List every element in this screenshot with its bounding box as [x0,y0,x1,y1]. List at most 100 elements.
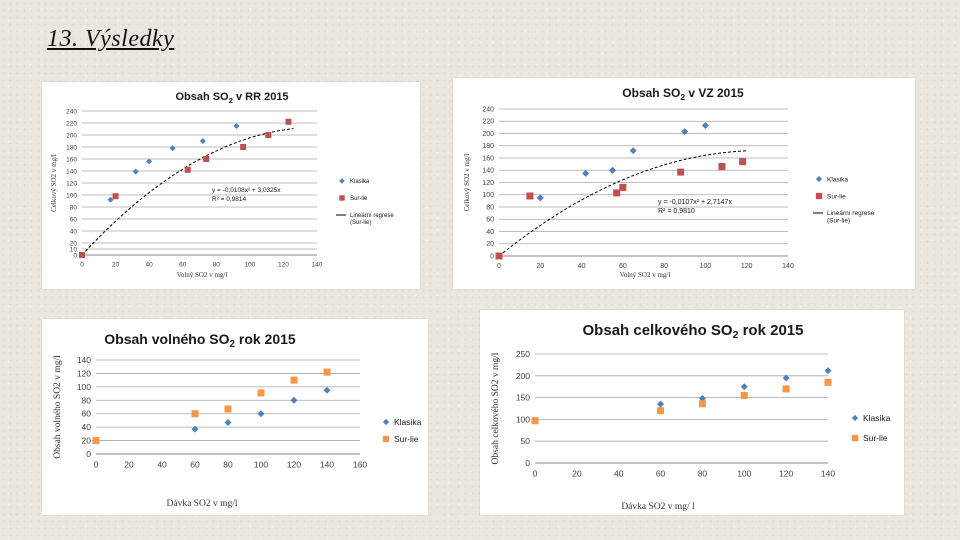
x-tick-label: 140 [320,460,334,470]
data-point [701,122,709,130]
x-tick-label: 0 [533,469,538,479]
y-tick-label: 180 [482,143,494,150]
chart-panel-rr-2015: 0 10 20 40 60 80 100 120 140 160 180 200 220 240 0 20 40… [42,82,420,289]
data-point [184,166,191,173]
x-tick-label: 60 [619,263,627,270]
y-tick-label: 0 [525,458,530,468]
chart-volny-so2-2015: 0 20 40 60 80 100 120 140 0 20 40 60 80 100 120 140 160 O… [53,331,422,509]
x-tick-label: 100 [254,460,268,470]
data-point [92,437,100,445]
y-tick-label: 200 [66,132,77,139]
data-point [740,383,748,391]
legend-label: Klasika [863,413,891,423]
chart-title: Obsah celkového SO2 rok 2015 [583,322,804,341]
data-point [169,145,176,152]
x-tick-label: 60 [656,469,666,479]
trendline [81,128,294,256]
y-tick-label: 80 [70,204,78,211]
x-tick-label: 80 [660,263,668,270]
x-tick-label: 120 [741,263,753,270]
y-tick-label: 100 [77,382,91,392]
y-tick-label: 140 [66,168,77,175]
y-tick-label: 150 [516,393,530,403]
y-tick-label: 160 [482,155,494,162]
x-tick-label: 20 [536,263,544,270]
x-tick-label: 0 [80,262,84,269]
data-point [782,374,790,382]
trendline-r-squared: R² = 0,9810 [658,208,695,215]
x-axis-label: Volný SO2 v mg/l [177,271,228,279]
data-point [629,147,637,155]
chart-title-subscript: 2 [230,339,236,350]
y-tick-label: 120 [482,180,494,187]
y-tick-label: 140 [482,168,494,175]
legend-label-line: (Sur-lie) [827,218,850,225]
data-point [824,378,832,386]
y-tick-label: 200 [516,371,530,381]
data-point [619,183,627,191]
chart-title-subscript: 2 [229,96,233,105]
y-tick-label: 240 [66,108,77,115]
chart-title: Obsah volného SO2 rok 2015 [104,331,296,350]
data-point [323,368,331,376]
legend-label: Lineární regrese (Sur-lie) [350,213,394,226]
data-point [199,138,206,144]
x-tick-label: 0 [94,460,99,470]
gridlines [82,110,317,256]
chart-title-subscript: 2 [733,329,739,341]
chart-title-rest: rok 2015 [235,331,296,347]
x-tick-label: 80 [698,469,708,479]
data-point [609,166,617,174]
y-tick-label: 100 [482,192,494,199]
x-tick-label: 40 [146,262,154,269]
y-axis-label: Obsah volného SO2 v mg/l [53,355,63,459]
x-axis-label: Dávka SO2 v mg/ l [621,502,695,512]
legend-label: Klasika [350,179,370,185]
data-point [536,194,544,202]
data-point [290,376,298,384]
y-tick-label: 100 [66,192,77,199]
data-point [191,425,199,433]
legend-marker [851,434,859,442]
data-point [526,192,534,200]
x-tick-label: 140 [782,263,794,270]
legend-marker [815,175,823,183]
y-tick-label: 120 [77,368,91,378]
chart-title: Obsah SO2 v VZ 2015 [622,86,744,102]
legend-label: Sur-lie [827,193,846,200]
legend-marker [815,192,823,200]
y-tick-label: 0 [86,449,91,459]
data-point [107,196,114,203]
trendline-r-squared: R² = 0,9814 [212,196,247,203]
data-point [677,168,685,176]
trendline [498,150,747,257]
data-point [698,400,706,408]
legend-label: Sur-lie [350,196,368,202]
data-point [782,385,790,393]
series-sur-lie [531,378,832,425]
data-point [285,118,292,125]
chart-title-rest: v RR 2015 [233,91,289,103]
data-point [718,163,726,171]
trendline-equation: y = -0,0107x² + 2,7147x [658,199,732,206]
data-point [657,407,665,415]
chart-vz-2015: 0 20 40 60 80 100 120 140 160 180 200 220 240 0 20 40 60… [463,86,875,279]
x-tick-label: 100 [737,469,751,479]
data-point [531,417,539,425]
chart-panel-vz-2015: 0 20 40 60 80 100 120 140 160 180 200 220 240 0 20 40 60… [453,78,915,289]
x-tick-label: 80 [223,460,233,470]
y-tick-label: 20 [70,240,78,247]
data-point [224,405,232,413]
data-point [290,396,298,404]
series-klasika [536,122,709,202]
data-point [257,389,265,397]
chart-panel-volny-so2-2015: 0 20 40 60 80 100 120 140 0 20 40 60 80 100 120 140 160 O… [42,319,428,515]
y-tick-label: 100 [516,414,530,424]
x-tick-label: 100 [700,263,712,270]
data-point [582,169,590,177]
chart-celkovy-so2-2015: 0 50 100 150 200 250 0 20 40 60 80 100 120 140 Obsah c… [491,322,891,512]
legend-marker [382,435,390,443]
x-tick-label: 100 [244,262,255,269]
y-tick-label: 80 [486,204,494,211]
